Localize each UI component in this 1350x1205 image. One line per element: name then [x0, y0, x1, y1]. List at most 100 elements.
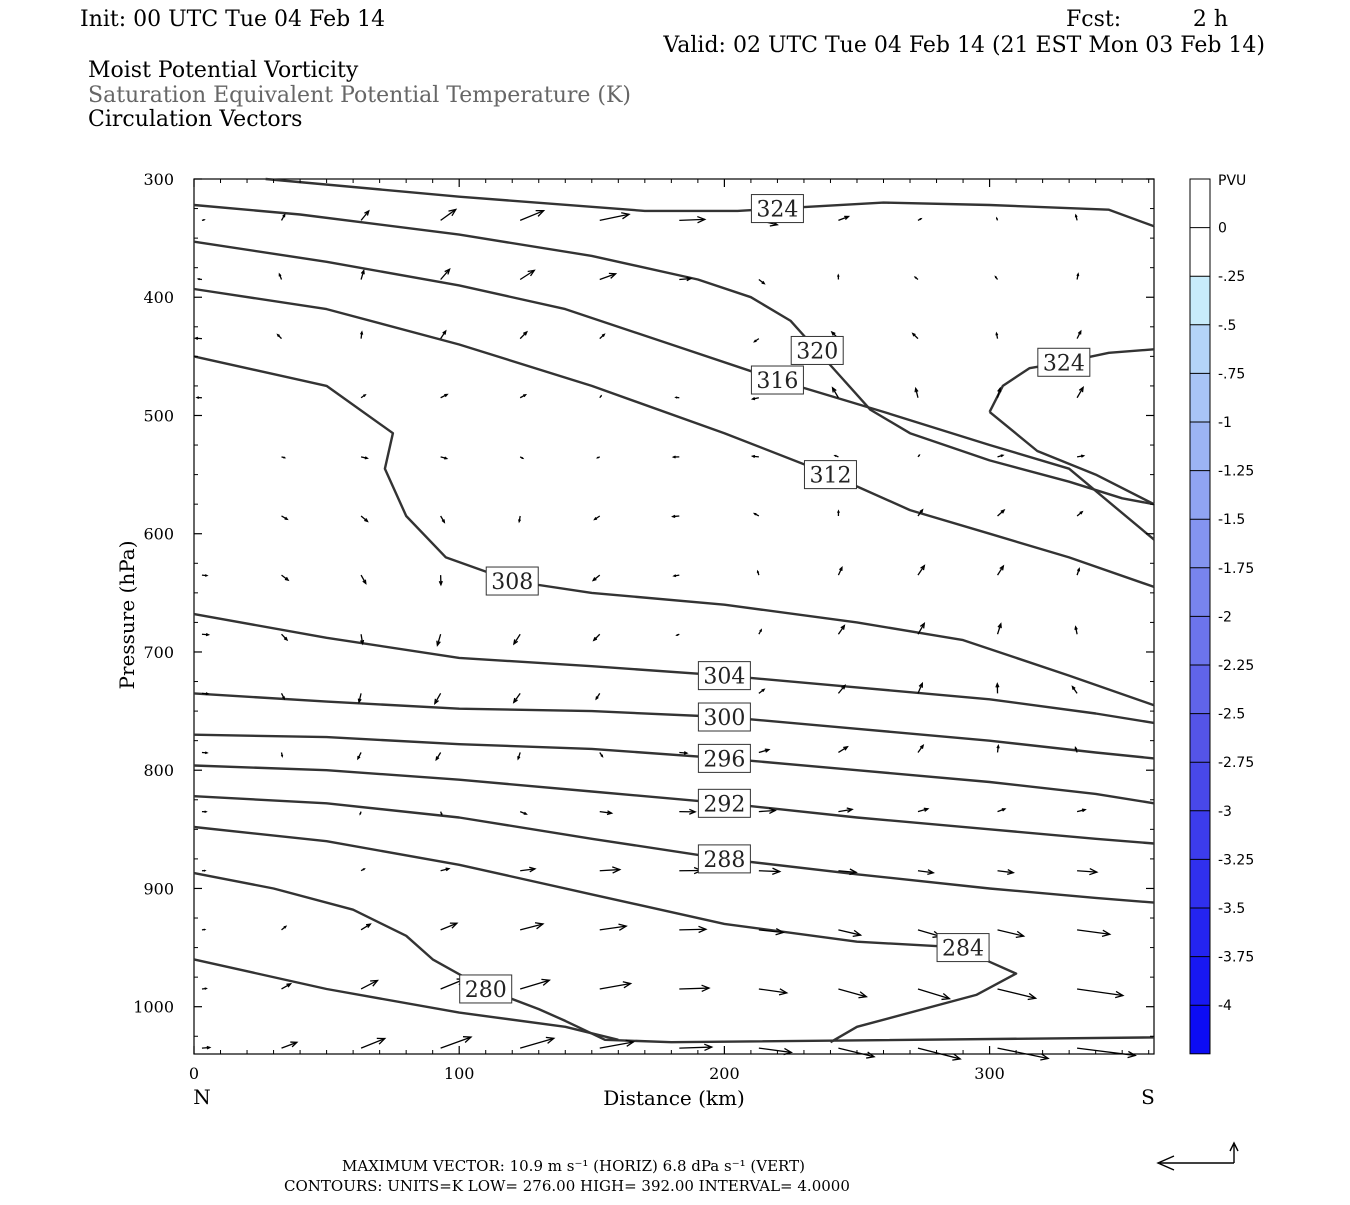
x-axis: 0 100 200 300	[189, 179, 1149, 1083]
vector-layer	[195, 209, 1135, 1060]
circulation-vector	[520, 270, 534, 279]
colorbar-label: 0	[1218, 221, 1227, 237]
circulation-vector	[679, 929, 706, 930]
circulation-vector	[679, 988, 709, 989]
vector-arrowhead	[598, 457, 599, 458]
vector-arrowhead	[198, 279, 199, 280]
vector-arrowhead	[997, 218, 998, 219]
vector-arrowhead	[205, 988, 207, 989]
max-vector-note: MAXIMUM VECTOR: 10.9 m s⁻¹ (HORIZ) 6.8 d…	[342, 1157, 805, 1175]
x-tick-label: 200	[709, 1064, 740, 1083]
vector-arrowhead	[838, 275, 839, 277]
colorbar-swatch	[1190, 228, 1210, 277]
vector-arrowhead	[281, 755, 282, 757]
colorbar-label: -2.75	[1218, 755, 1254, 771]
y-tick-label: 500	[143, 406, 174, 425]
vector-arrowhead	[203, 220, 204, 221]
contour-label: 320	[796, 339, 838, 364]
colorbar-swatch	[1190, 859, 1210, 908]
colorbar-label: -.75	[1218, 366, 1245, 382]
circulation-vector	[679, 219, 704, 220]
contour-324	[990, 412, 1154, 504]
vector-arrowhead	[205, 575, 207, 577]
colorbar-label: -.25	[1218, 269, 1245, 285]
vector-arrowhead	[205, 811, 207, 812]
contour-label: 300	[703, 706, 745, 731]
vector-arrowhead	[204, 929, 205, 930]
vector-arrowhead	[283, 457, 284, 458]
colorbar-swatch	[1190, 616, 1210, 665]
contour-info-note: CONTOURS: UNITS=K LOW= 276.00 HIGH= 392.…	[284, 1177, 850, 1195]
contour-312	[194, 289, 1154, 587]
contour-316	[194, 242, 1154, 540]
y-tick-label: 300	[143, 170, 174, 189]
vector-arrowhead	[757, 571, 758, 573]
colorbar-swatch	[1190, 1005, 1210, 1054]
colorbar-swatch	[1190, 276, 1210, 325]
circulation-vector	[520, 211, 543, 221]
contour-324	[266, 179, 1154, 226]
x-tick-label: 0	[189, 1064, 199, 1083]
colorbar-swatch	[1190, 568, 1210, 617]
vector-arrowhead	[205, 752, 207, 754]
contour-304	[194, 614, 1154, 723]
circulation-vector	[759, 871, 780, 872]
colorbar-swatch	[1190, 908, 1210, 957]
colorbar-unit: PVU	[1218, 173, 1246, 189]
x-tick-label: 300	[974, 1064, 1005, 1083]
colorbar-label: -3.25	[1218, 852, 1254, 868]
contour-label: 280	[465, 978, 507, 1003]
circulation-vector	[361, 980, 377, 989]
colorbar-label: -3.5	[1218, 901, 1245, 917]
circulation-vector	[998, 1048, 1049, 1058]
contour-308	[194, 356, 1154, 705]
circulation-vector	[679, 1047, 711, 1048]
colorbar-label: -.5	[1218, 318, 1236, 334]
forecast-hours: 2 h	[1193, 7, 1228, 32]
contour-layer	[194, 179, 1154, 1042]
contour-296	[194, 735, 1154, 804]
north-end-label: N	[193, 1085, 211, 1109]
colorbar-label: -3.75	[1218, 950, 1254, 966]
reference-vector-icon	[1158, 1143, 1238, 1170]
y-tick-label: 400	[143, 288, 174, 307]
colorbar-label: -2.5	[1218, 707, 1245, 723]
contour-label: 304	[703, 665, 745, 690]
colorbar-swatch	[1190, 762, 1210, 811]
y-axis-title: Pressure (hPa)	[115, 541, 139, 690]
field-title-thetaes: Saturation Equivalent Potential Temperat…	[88, 83, 631, 108]
colorbar-swatch	[1190, 422, 1210, 471]
circulation-vector	[1077, 989, 1123, 996]
y-tick-label: 600	[143, 525, 174, 544]
colorbar-swatch	[1190, 373, 1210, 422]
colorbar-swatch	[1190, 471, 1210, 520]
colorbar-label: -2.25	[1218, 658, 1254, 674]
contour-label: 324	[756, 198, 798, 223]
x-axis-title: Distance (km)	[603, 1086, 745, 1110]
colorbar-swatch	[1190, 714, 1210, 763]
forecast-label: Fcst:	[1066, 7, 1121, 32]
contour-label: 284	[942, 937, 984, 962]
contour-label: 296	[703, 747, 745, 772]
colorbar-label: -3	[1218, 804, 1232, 820]
colorbar-swatch	[1190, 957, 1210, 1006]
x-tick-label: 100	[444, 1064, 475, 1083]
colorbar-label: -4	[1218, 998, 1232, 1014]
colorbar-label: -1.75	[1218, 561, 1254, 577]
contour-276	[194, 959, 618, 1039]
contour-label: 288	[703, 848, 745, 873]
contour-label: 324	[1043, 351, 1085, 376]
contour-label: 308	[491, 570, 533, 595]
vector-arrowhead	[677, 634, 678, 635]
colorbar-swatch	[1190, 179, 1210, 228]
south-end-label: S	[1141, 1085, 1155, 1109]
colorbar-label: -1.5	[1218, 512, 1245, 528]
colorbar-swatch	[1190, 665, 1210, 714]
y-tick-label: 700	[143, 643, 174, 662]
field-title-vectors: Circulation Vectors	[88, 107, 302, 132]
vector-arrowhead	[197, 397, 199, 399]
contour-label: 312	[809, 464, 851, 489]
